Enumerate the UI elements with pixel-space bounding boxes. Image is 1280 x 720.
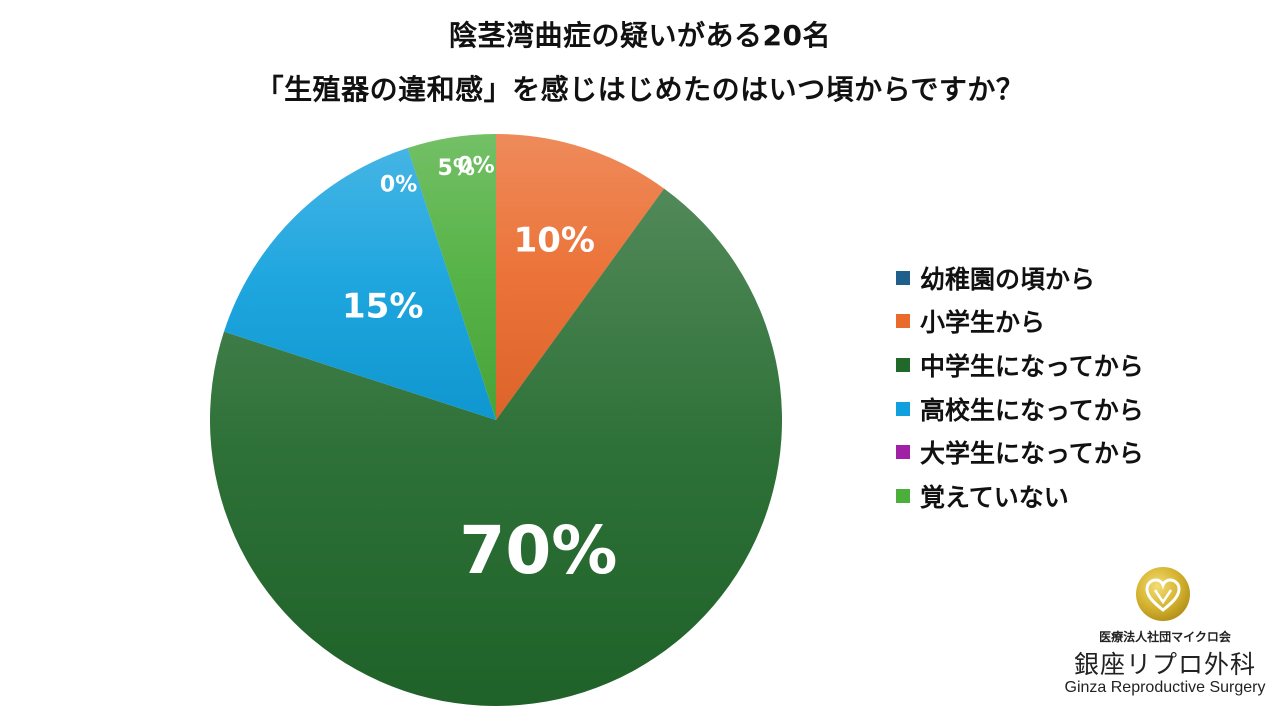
chart-legend: 幼稚園の頃から 小学生から 中学生になってから 高校生になってから 大学生になっ… <box>896 256 1144 518</box>
legend-item: 大学生になってから <box>896 430 1144 474</box>
legend-swatch <box>896 357 910 372</box>
legend-label: 幼稚園の頃から <box>920 264 1096 294</box>
legend-label: 大学生になってから <box>920 439 1144 469</box>
data-label: 0% <box>380 172 417 197</box>
legend-swatch <box>896 314 910 329</box>
logo-name-en: Ginza Reproductive Surgery <box>1064 679 1266 696</box>
heart-emblem-icon <box>1136 567 1190 621</box>
legend-item: 高校生になってから <box>896 387 1144 431</box>
legend-label: 小学生から <box>920 308 1046 338</box>
legend-item: 幼稚園の頃から <box>896 256 1144 300</box>
legend-item: 小学生から <box>896 300 1144 344</box>
legend-item: 中学生になってから <box>896 343 1144 387</box>
pie-slice-shading <box>210 188 783 706</box>
chart-subtitle: 「生殖器の違和感」を感じはじめたのはいつ頃からですか？ <box>255 73 1025 106</box>
logo-corporation: 医療法人社団マイクロ会 <box>1099 630 1231 644</box>
legend-item: 覚えていない <box>896 474 1144 518</box>
legend-label: 高校生になってから <box>920 395 1144 425</box>
data-label: 70% <box>459 512 617 589</box>
logo-name-jp: 銀座リプロ外科 <box>1073 650 1256 679</box>
legend-label: 中学生になってから <box>920 351 1144 381</box>
legend-swatch <box>896 270 910 285</box>
chart-title: 陰茎湾曲症の疑いがある20名 <box>449 19 831 52</box>
legend-swatch <box>896 401 910 416</box>
data-label: 5% <box>438 156 475 181</box>
clinic-logo: 医療法人社団マイクロ会 銀座リプロ外科 Ginza Reproductive S… <box>1056 564 1274 714</box>
data-label: 0% <box>457 154 494 179</box>
data-label: 15% <box>342 287 423 327</box>
pie-slice-shading <box>496 134 665 420</box>
pie-slice-shading <box>407 134 496 420</box>
legend-swatch <box>896 488 910 503</box>
legend-swatch <box>896 445 910 460</box>
data-label: 10% <box>514 221 595 261</box>
pie-slice-shading <box>224 148 496 420</box>
legend-label: 覚えていない <box>920 482 1069 512</box>
